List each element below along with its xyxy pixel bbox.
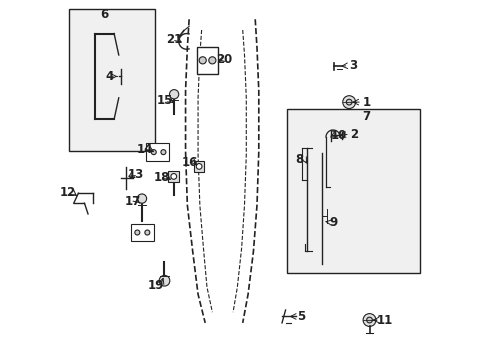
- Text: 6: 6: [100, 9, 108, 22]
- Circle shape: [135, 230, 140, 235]
- Text: 9: 9: [329, 216, 337, 229]
- Text: 7: 7: [361, 110, 369, 123]
- Circle shape: [196, 163, 202, 169]
- Circle shape: [342, 96, 355, 109]
- Circle shape: [199, 57, 206, 64]
- Text: 11: 11: [376, 314, 392, 327]
- Text: 2: 2: [350, 128, 358, 141]
- Text: 14: 14: [137, 143, 153, 156]
- Bar: [168, 171, 179, 182]
- Circle shape: [169, 90, 179, 99]
- Text: 5: 5: [296, 310, 305, 323]
- Text: 17: 17: [124, 195, 141, 208]
- Text: 16: 16: [182, 156, 198, 169]
- Text: 10: 10: [330, 129, 346, 142]
- Text: 15: 15: [157, 94, 173, 107]
- Bar: [193, 161, 204, 172]
- Circle shape: [151, 150, 156, 155]
- Text: 3: 3: [348, 59, 356, 72]
- Bar: [145, 143, 168, 161]
- Circle shape: [346, 99, 351, 105]
- Text: 1: 1: [362, 96, 370, 109]
- Bar: [131, 224, 154, 242]
- Text: 8: 8: [295, 153, 304, 166]
- Text: 13: 13: [128, 168, 144, 181]
- Circle shape: [159, 275, 169, 286]
- Circle shape: [161, 150, 165, 155]
- Circle shape: [363, 314, 375, 327]
- Text: 12: 12: [60, 186, 76, 199]
- Circle shape: [366, 317, 372, 323]
- Bar: [287, 109, 419, 273]
- Text: 21: 21: [165, 33, 182, 46]
- Circle shape: [144, 230, 149, 235]
- Text: 20: 20: [216, 54, 232, 67]
- Text: 18: 18: [154, 171, 170, 184]
- Text: 19: 19: [147, 279, 164, 292]
- Circle shape: [208, 57, 216, 64]
- Text: 4: 4: [105, 70, 113, 83]
- Circle shape: [137, 194, 146, 203]
- Bar: [69, 9, 155, 152]
- Bar: [197, 47, 218, 73]
- Circle shape: [171, 174, 176, 179]
